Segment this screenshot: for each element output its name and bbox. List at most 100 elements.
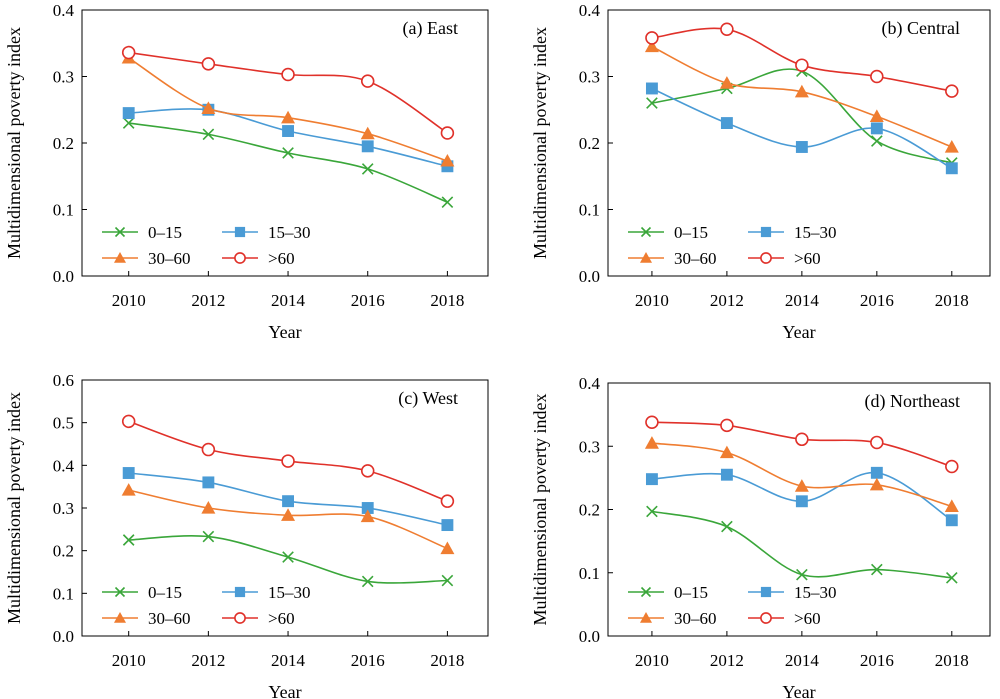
chart-panel-2: 0.0 0.1 0.2 0.3 0.4 2010 2012 2014 2016 2018 Year M… — [530, 1, 991, 342]
y-tick-label: 0.3 — [579, 437, 600, 456]
data-point — [441, 574, 454, 587]
chart-panel-4: 0.0 0.1 0.2 0.3 0.4 2010 2012 2014 2016 2018 Year M… — [530, 374, 991, 699]
panel-label: (c) West — [398, 388, 458, 409]
data-point — [202, 128, 215, 141]
data-point — [282, 125, 294, 137]
x-tick-label: 2010 — [635, 291, 669, 310]
data-point — [794, 84, 809, 98]
y-tick-label: 0.6 — [53, 371, 74, 390]
data-point — [871, 563, 883, 576]
data-point — [795, 141, 808, 153]
y-tick-label: 0.0 — [53, 267, 74, 286]
y-tick-label: 0.3 — [53, 499, 74, 518]
x-axis-title: Year — [268, 682, 301, 699]
x-tick-label: 2016 — [860, 291, 894, 310]
legend-marker — [234, 226, 246, 238]
legend-marker — [760, 612, 772, 624]
data-point — [646, 505, 658, 518]
y-tick-label: 0.2 — [579, 134, 600, 153]
data-point — [719, 445, 734, 459]
data-point — [645, 31, 659, 45]
data-point — [281, 110, 296, 124]
x-tick-label: 2012 — [191, 651, 225, 670]
legend-label: >60 — [794, 609, 821, 628]
x-tick-label: 2012 — [710, 651, 744, 670]
legend-label: >60 — [268, 249, 295, 268]
data-point — [945, 459, 959, 474]
data-point — [870, 466, 883, 479]
x-tick-label: 2012 — [191, 291, 225, 310]
data-point — [361, 140, 374, 153]
series-line-0-15 — [128, 535, 448, 584]
data-point — [440, 494, 455, 508]
data-point — [945, 571, 958, 584]
data-point — [645, 415, 659, 429]
data-point — [360, 509, 375, 523]
legend-marker — [640, 252, 652, 263]
data-point — [720, 117, 733, 129]
legend-label: >60 — [794, 249, 821, 268]
legend-label: 15–30 — [794, 583, 837, 602]
data-point — [721, 520, 733, 533]
x-tick-label: 2018 — [430, 651, 464, 670]
data-point — [870, 69, 884, 84]
data-point — [201, 57, 216, 71]
legend-marker — [114, 586, 126, 598]
legend-marker — [234, 612, 246, 624]
panel-label: (b) Central — [882, 18, 960, 39]
data-point — [944, 499, 959, 512]
data-point — [282, 495, 294, 508]
data-point — [796, 568, 808, 581]
y-tick-label: 0.2 — [53, 542, 74, 561]
data-point — [645, 82, 658, 95]
x-tick-label: 2016 — [351, 651, 385, 670]
data-point — [720, 468, 733, 481]
legend-marker — [640, 586, 652, 598]
data-point — [719, 76, 734, 89]
legend-label: 0–15 — [148, 583, 182, 602]
y-tick-label: 0.1 — [53, 584, 74, 603]
data-point — [644, 436, 659, 449]
x-tick-label: 2010 — [635, 651, 669, 670]
y-tick-label: 0.3 — [53, 68, 74, 87]
data-point — [441, 519, 454, 532]
data-point — [944, 139, 959, 153]
data-point — [720, 418, 734, 433]
x-tick-label: 2018 — [430, 291, 464, 310]
y-tick-label: 0.0 — [579, 267, 600, 286]
y-tick-label: 0.3 — [579, 68, 600, 87]
y-tick-label: 0.5 — [53, 414, 74, 433]
data-point — [440, 126, 455, 140]
y-axis-title: Multidimensional poverty index — [530, 394, 550, 626]
data-point — [945, 84, 959, 98]
y-tick-label: 0.4 — [53, 456, 75, 475]
panel-label: (a) East — [403, 18, 458, 39]
legend-marker — [640, 226, 652, 238]
data-point — [945, 162, 958, 175]
x-tick-label: 2014 — [271, 291, 306, 310]
x-axis-title: Year — [782, 322, 815, 342]
legend-marker — [640, 612, 652, 623]
data-point — [121, 483, 136, 496]
data-point — [282, 551, 294, 563]
series-line-0-15 — [651, 510, 952, 579]
data-point — [869, 477, 884, 491]
data-point — [122, 107, 135, 120]
y-axis-title: Multidimensional poverty index — [4, 27, 24, 259]
data-point — [360, 126, 375, 140]
data-point — [201, 442, 216, 457]
legend-label: 30–60 — [148, 249, 191, 268]
data-point — [795, 495, 808, 508]
x-tick-label: 2010 — [112, 651, 146, 670]
legend-label: 0–15 — [148, 223, 182, 242]
data-point — [360, 464, 375, 478]
x-tick-label: 2018 — [935, 291, 969, 310]
y-tick-label: 0.1 — [579, 564, 600, 583]
legend-marker — [114, 612, 126, 623]
y-tick-label: 0.4 — [579, 374, 601, 393]
x-axis-title: Year — [782, 682, 815, 699]
legend-label: 15–30 — [268, 583, 311, 602]
legend-label: 30–60 — [674, 609, 717, 628]
x-tick-label: 2014 — [271, 651, 306, 670]
